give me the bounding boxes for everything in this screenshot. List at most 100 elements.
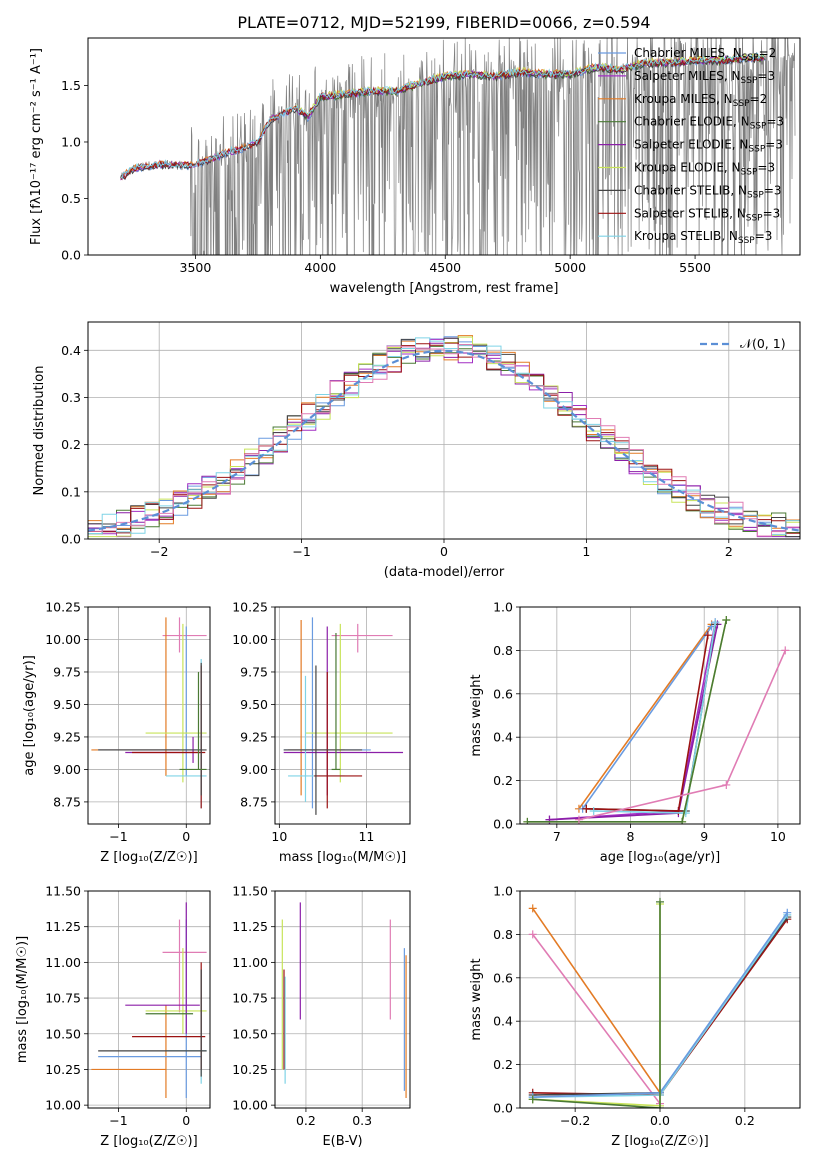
- normal-curve: [88, 349, 800, 532]
- series-line: [532, 933, 661, 1105]
- weight-series: [528, 930, 664, 1108]
- series-line: [549, 622, 717, 821]
- legend-suffix: =2: [750, 92, 768, 106]
- x-tick-label: 11: [358, 829, 374, 844]
- panel-weight_vs_age: 7 8 9 10 0.0 0.2 0.4 0.6 0.8 1.0 age [log₁₀(age/yr…: [469, 600, 801, 865]
- series-marker: [523, 817, 532, 824]
- series-marker: [722, 616, 731, 625]
- y-tick-label: 0.6: [493, 970, 513, 985]
- x-tick-label: 10: [770, 829, 786, 844]
- legend-suffix: =3: [755, 229, 773, 243]
- axes-frame: [519, 606, 801, 825]
- legend-sub: SSP: [746, 213, 763, 223]
- y-tick-label: 9.50: [240, 697, 268, 712]
- legend-label: Kroupa ELODIE, N: [634, 161, 741, 175]
- legend-label: Chabrier MILES, N: [634, 46, 742, 60]
- y-tick-label: 8.75: [53, 794, 81, 809]
- panel-spectrum: 3500 4000 4500 5000 5500 0.0 0.5 1.0 1.5 waveleng…: [29, 37, 801, 296]
- x-tick-label: 0.3: [352, 1113, 372, 1128]
- errorbar-point: [283, 665, 363, 815]
- legend-sub: SSP: [747, 190, 764, 200]
- x-axis-label: age [log₁₀(age/yr)]: [600, 850, 721, 865]
- observed-spectrum: [120, 38, 796, 255]
- series-marker: [711, 618, 720, 627]
- y-axis-label: mass weight: [469, 674, 484, 756]
- errorbar-point: [132, 962, 206, 1070]
- legend-sub: SSP: [741, 168, 758, 178]
- errorbar-point: [305, 623, 393, 783]
- y-tick-label: 0.2: [493, 1057, 513, 1072]
- x-tick-label: 1: [582, 544, 590, 559]
- y-tick-label: 11.25: [45, 919, 81, 934]
- y-tick-label: 1.0: [61, 134, 81, 149]
- y-tick-label: 10.00: [232, 632, 268, 647]
- legend-sub: SSP: [741, 76, 758, 86]
- weight-series: [578, 622, 716, 813]
- legend-label: Salpeter STELIB, N: [634, 206, 746, 220]
- x-tick-label: −2: [150, 544, 168, 559]
- grid: [275, 606, 410, 824]
- errorbar-point: [98, 626, 202, 776]
- y-axis-label: age [log₁₀(age/yr)]: [22, 655, 37, 776]
- x-axis-label: wavelength [Angstrom, rest frame]: [330, 281, 559, 296]
- series-marker: [582, 804, 591, 813]
- panel-residuals: −2 −1 0 1 2 0.0 0.1 0.2 0.3 0.4 (data-model)/error…: [32, 321, 801, 580]
- plot-area: [120, 38, 796, 255]
- x-tick-label: 4500: [429, 260, 461, 275]
- plot-area: [523, 616, 790, 824]
- grid: [520, 606, 800, 825]
- x-tick-label: 2: [725, 544, 733, 559]
- legend-entry: Salpeter MILES, NSSP=3: [634, 69, 775, 86]
- errorbar-point: [162, 617, 207, 653]
- x-tick-label: 0.2: [735, 1113, 755, 1128]
- plot-area: [528, 897, 792, 1108]
- y-tick-label: 0.0: [493, 817, 513, 832]
- y-tick-label: 0.4: [61, 343, 81, 358]
- legend-label: Kroupa STELIB, N: [634, 229, 738, 243]
- errorbar-point: [179, 671, 207, 771]
- y-tick-label: 11.25: [232, 919, 268, 934]
- legend-suffix: =3: [757, 69, 775, 83]
- panel-weight_vs_Z: −0.2 0.0 0.2 0.0 0.2 0.4 0.6 0.8 1.0 Z [log₁₀(Z/Z…: [469, 884, 801, 1149]
- series-marker: [722, 780, 731, 789]
- grid: [275, 890, 410, 1108]
- y-tick-label: 9.75: [240, 664, 268, 679]
- x-tick-label: −1: [109, 1113, 127, 1128]
- y-tick-label: 9.25: [240, 729, 268, 744]
- legend-suffix: =3: [766, 115, 784, 129]
- series-marker: [783, 908, 792, 917]
- y-tick-label: 11.00: [45, 955, 81, 970]
- y-tick-label: 10.50: [232, 1026, 268, 1041]
- legend-label: Kroupa MILES, N: [634, 92, 733, 106]
- model-spectrum-line: [120, 54, 766, 181]
- y-tick-label: 10.75: [45, 991, 81, 1006]
- legend-entry: 𝒩(0, 1): [740, 336, 786, 351]
- y-tick-label: 10.00: [45, 1098, 81, 1113]
- plot-area: [88, 335, 800, 538]
- x-axis-label: (data-model)/error: [384, 565, 505, 580]
- legend-entry: Chabrier ELODIE, NSSP=3: [634, 115, 784, 132]
- y-tick-label: 10.75: [232, 991, 268, 1006]
- series-marker: [574, 815, 583, 824]
- x-tick-label: 0: [182, 1113, 190, 1128]
- errorbar-point: [314, 671, 363, 809]
- legend-label: Salpeter ELODIE, N: [634, 138, 748, 152]
- x-tick-label: 9: [700, 829, 708, 844]
- panel-age_vs_Z: −1 0 8.75 9.00 9.25 9.50 9.75 10.00 10.25 Z [log₁…: [22, 600, 211, 865]
- legend-entry: Salpeter STELIB, NSSP=3: [634, 206, 780, 223]
- weight-series: [574, 646, 790, 824]
- errorbar-point: [145, 948, 207, 1034]
- errorbar-point: [331, 632, 341, 771]
- errorbar-point: [91, 1005, 167, 1099]
- y-tick-label: 0.0: [493, 1101, 513, 1116]
- grid: [88, 890, 210, 1108]
- legend-suffix: =2: [759, 46, 777, 60]
- series-marker: [681, 809, 690, 818]
- y-tick-label: 10.25: [232, 1062, 268, 1077]
- y-tick-label: 8.75: [240, 794, 268, 809]
- x-tick-label: 5500: [679, 260, 711, 275]
- legend-suffix: =3: [765, 138, 783, 152]
- y-tick-label: 0.3: [61, 390, 81, 405]
- y-tick-label: 1.0: [493, 600, 513, 615]
- y-tick-label: 11.00: [232, 955, 268, 970]
